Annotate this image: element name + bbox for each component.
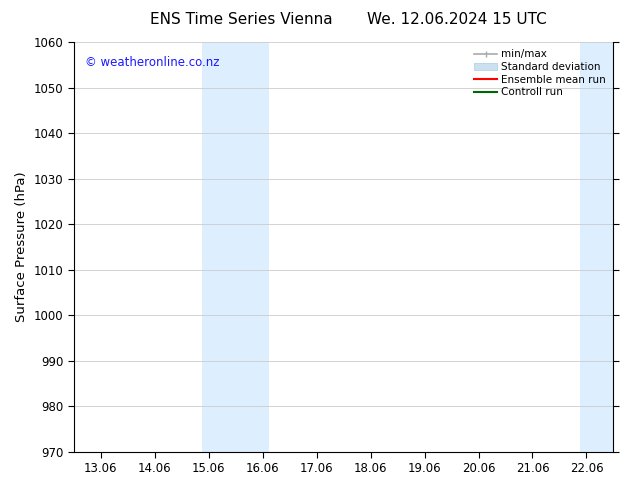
- Text: ENS Time Series Vienna: ENS Time Series Vienna: [150, 12, 332, 27]
- Bar: [202, 42, 269, 452]
- Bar: [580, 42, 614, 452]
- Text: © weatheronline.co.nz: © weatheronline.co.nz: [84, 56, 219, 70]
- Y-axis label: Surface Pressure (hPa): Surface Pressure (hPa): [15, 172, 28, 322]
- Text: We. 12.06.2024 15 UTC: We. 12.06.2024 15 UTC: [366, 12, 547, 27]
- Legend: min/max, Standard deviation, Ensemble mean run, Controll run: min/max, Standard deviation, Ensemble me…: [470, 45, 611, 101]
